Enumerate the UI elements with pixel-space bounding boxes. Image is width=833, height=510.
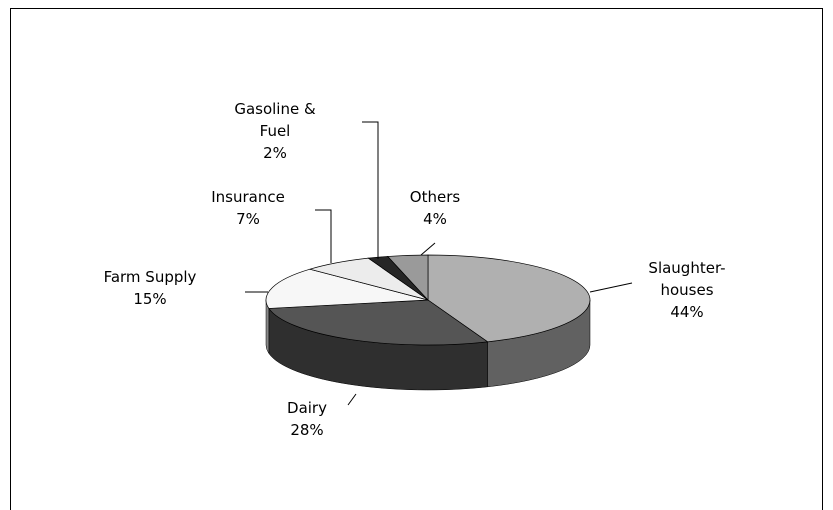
leader-line xyxy=(315,209,332,263)
value-label: 44% xyxy=(670,303,704,321)
leader-line xyxy=(362,121,379,259)
value-label: 15% xyxy=(133,290,167,308)
value-label: 7% xyxy=(236,210,260,228)
pie-slice xyxy=(386,254,429,301)
leader-line xyxy=(347,393,357,406)
slice-label: Insurance 7% xyxy=(198,186,298,230)
category-label: Insurance xyxy=(211,188,285,206)
category-label: Gasoline & Fuel xyxy=(234,100,316,140)
value-label: 28% xyxy=(290,421,324,439)
slice-label: Others 4% xyxy=(395,186,475,230)
category-label: Farm Supply xyxy=(103,268,197,286)
slice-label: Farm Supply 15% xyxy=(85,266,215,310)
leader-line xyxy=(589,282,633,293)
leader-lines xyxy=(245,121,633,406)
value-label: 2% xyxy=(263,144,287,162)
value-label: 4% xyxy=(423,210,447,228)
slice-label: Dairy 28% xyxy=(272,397,342,441)
frame xyxy=(10,8,823,510)
category-label: Slaughter-houses xyxy=(648,259,726,299)
slice-label: Slaughter-houses 44% xyxy=(641,257,733,323)
category-label: Dairy xyxy=(287,399,327,417)
pie-slice xyxy=(265,268,429,309)
category-label: Others xyxy=(409,188,461,206)
slice-label: Gasoline & Fuel 2% xyxy=(230,98,320,164)
pie-slice xyxy=(268,299,489,346)
pie-slice xyxy=(427,254,591,343)
leader-line xyxy=(420,242,436,256)
